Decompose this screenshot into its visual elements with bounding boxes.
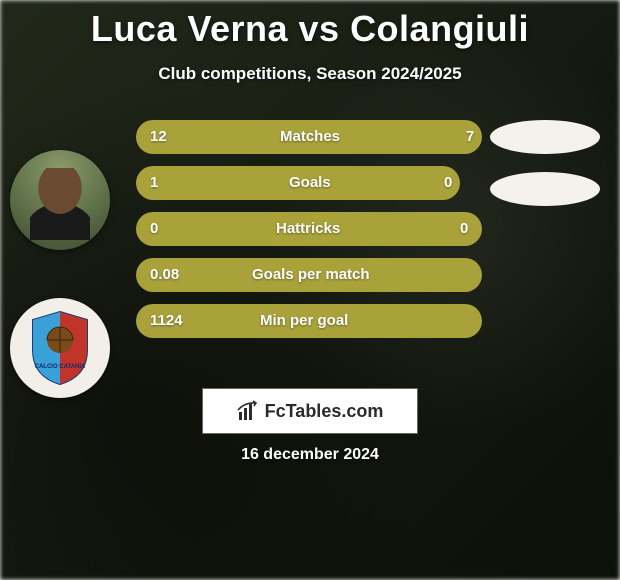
stat-value-left: 12 (150, 120, 167, 154)
player-avatar-image (10, 150, 110, 250)
club-crest-bg: CALCIO CATANIA (10, 298, 110, 398)
comparison-card: Luca Verna vs Colangiuli Club competitio… (0, 0, 620, 580)
club-crest-icon: CALCIO CATANIA (29, 310, 91, 386)
stat-value-right: 0 (460, 212, 468, 246)
stat-value-left: 0 (150, 212, 158, 246)
snapshot-date: 16 december 2024 (0, 446, 620, 464)
fctables-logo[interactable]: FcTables.com (202, 388, 418, 434)
stat-row: 1 Goals 0 (136, 166, 482, 200)
club-crest-avatar: CALCIO CATANIA (10, 298, 110, 398)
stat-bar-left (136, 166, 398, 200)
stat-label: Hattricks (276, 212, 340, 246)
subtitle: Club competitions, Season 2024/2025 (0, 64, 620, 84)
player-avatar (10, 150, 110, 250)
stat-label: Goals per match (252, 258, 370, 292)
stat-bar-left (136, 120, 398, 154)
stat-row: 12 Matches 7 (136, 120, 482, 154)
opponent-avatar-placeholder-2 (490, 172, 600, 206)
stat-row: 1124 Min per goal (136, 304, 482, 338)
stat-value-left: 1 (150, 166, 158, 200)
page-title: Luca Verna vs Colangiuli (0, 0, 620, 50)
stat-label: Goals (289, 166, 331, 200)
bar-chart-icon (237, 400, 259, 422)
fctables-logo-text: FcTables.com (265, 401, 384, 422)
stat-label: Matches (280, 120, 340, 154)
stat-label: Min per goal (260, 304, 348, 338)
stat-value-left: 0.08 (150, 258, 179, 292)
opponent-avatar-placeholder-1 (490, 120, 600, 154)
stat-bars: 12Matches71Goals00Hattricks00.08Goals pe… (136, 120, 482, 350)
stat-value-left: 1124 (150, 304, 183, 338)
stat-value-right: 7 (466, 120, 474, 154)
svg-text:CALCIO CATANIA: CALCIO CATANIA (35, 364, 86, 370)
stat-row: 0.08 Goals per match (136, 258, 482, 292)
stat-row: 0 Hattricks 0 (136, 212, 482, 246)
stat-value-right: 0 (444, 166, 452, 200)
